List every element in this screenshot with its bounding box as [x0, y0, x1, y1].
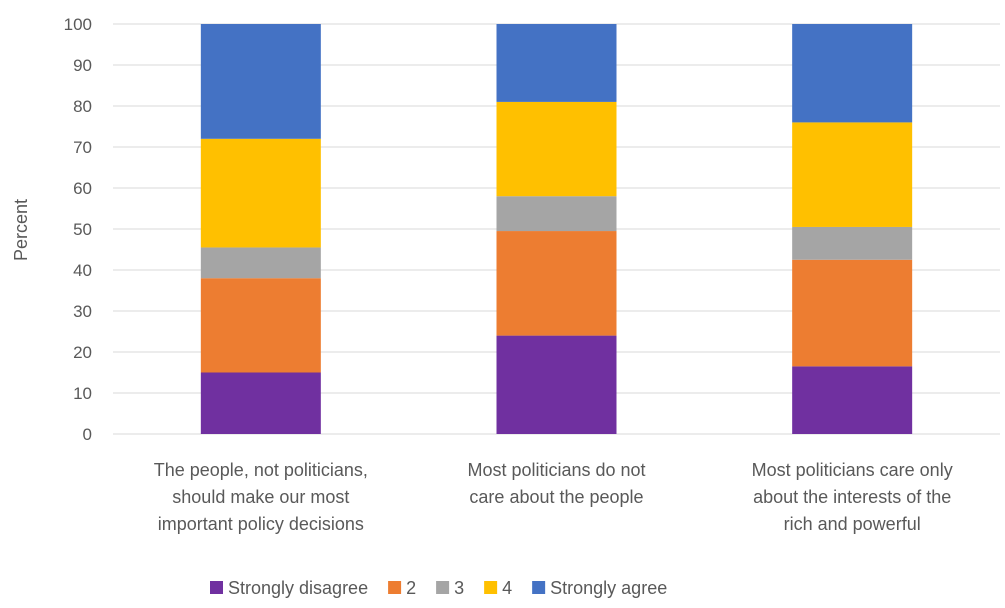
bar-segment: [792, 122, 913, 227]
category-label: about the interests of the: [753, 487, 951, 507]
category-label: important policy decisions: [158, 514, 364, 534]
legend-entry: Strongly disagree: [228, 578, 368, 598]
y-tick-label: 90: [73, 56, 92, 75]
bar-segment: [200, 372, 321, 434]
category-label: care about the people: [469, 487, 643, 507]
legend-swatch: [484, 581, 498, 594]
category-labels: The people, not politicians, should make …: [154, 460, 953, 534]
category-label: The people, not politicians,: [154, 460, 368, 480]
bar-segment: [496, 196, 617, 232]
legend-swatch: [388, 581, 402, 594]
y-axis-title: Percent: [11, 199, 31, 261]
y-tick-label: 50: [73, 220, 92, 239]
y-tick-label: 30: [73, 302, 92, 321]
y-tick-label: 10: [73, 384, 92, 403]
legend-swatch: [210, 581, 223, 594]
legend-entry: 4: [502, 578, 512, 598]
bar-segment: [200, 24, 321, 139]
legend-swatch: [532, 581, 546, 594]
legend-entry: Strongly agree: [550, 578, 667, 598]
category-label: Most politicians do not: [467, 460, 645, 480]
bar-segment: [496, 335, 617, 434]
legend-entry: 2: [406, 578, 416, 598]
category-label: should make our most: [172, 487, 349, 507]
legend-entry: 3: [454, 578, 464, 598]
y-tick-label: 20: [73, 343, 92, 362]
bar-segment: [200, 138, 321, 248]
bar-segment: [496, 101, 617, 197]
bar-segment: [496, 231, 617, 336]
y-tick-label: 100: [64, 15, 92, 34]
bar-segment: [792, 226, 913, 260]
bar-segment: [496, 24, 617, 102]
y-tick-label: 40: [73, 261, 92, 280]
bar-segment: [200, 247, 321, 279]
legend: Strongly disagree 2 3 4 Strongly agree: [210, 578, 667, 598]
bars: [200, 24, 913, 434]
y-tick-label: 60: [73, 179, 92, 198]
bar-segment: [200, 278, 321, 373]
bar-segment: [792, 366, 913, 434]
y-tick-label: 0: [83, 425, 92, 444]
bar-segment: [792, 24, 913, 123]
category-label: rich and powerful: [784, 514, 921, 534]
category-label: Most politicians care only: [752, 460, 953, 480]
bar-segment: [792, 259, 913, 367]
y-tick-label: 70: [73, 138, 92, 157]
legend-swatch: [436, 581, 450, 594]
y-axis-ticks: 0 10 20 30 40 50 60 70 80 90 100: [64, 15, 92, 444]
y-tick-label: 80: [73, 97, 92, 116]
